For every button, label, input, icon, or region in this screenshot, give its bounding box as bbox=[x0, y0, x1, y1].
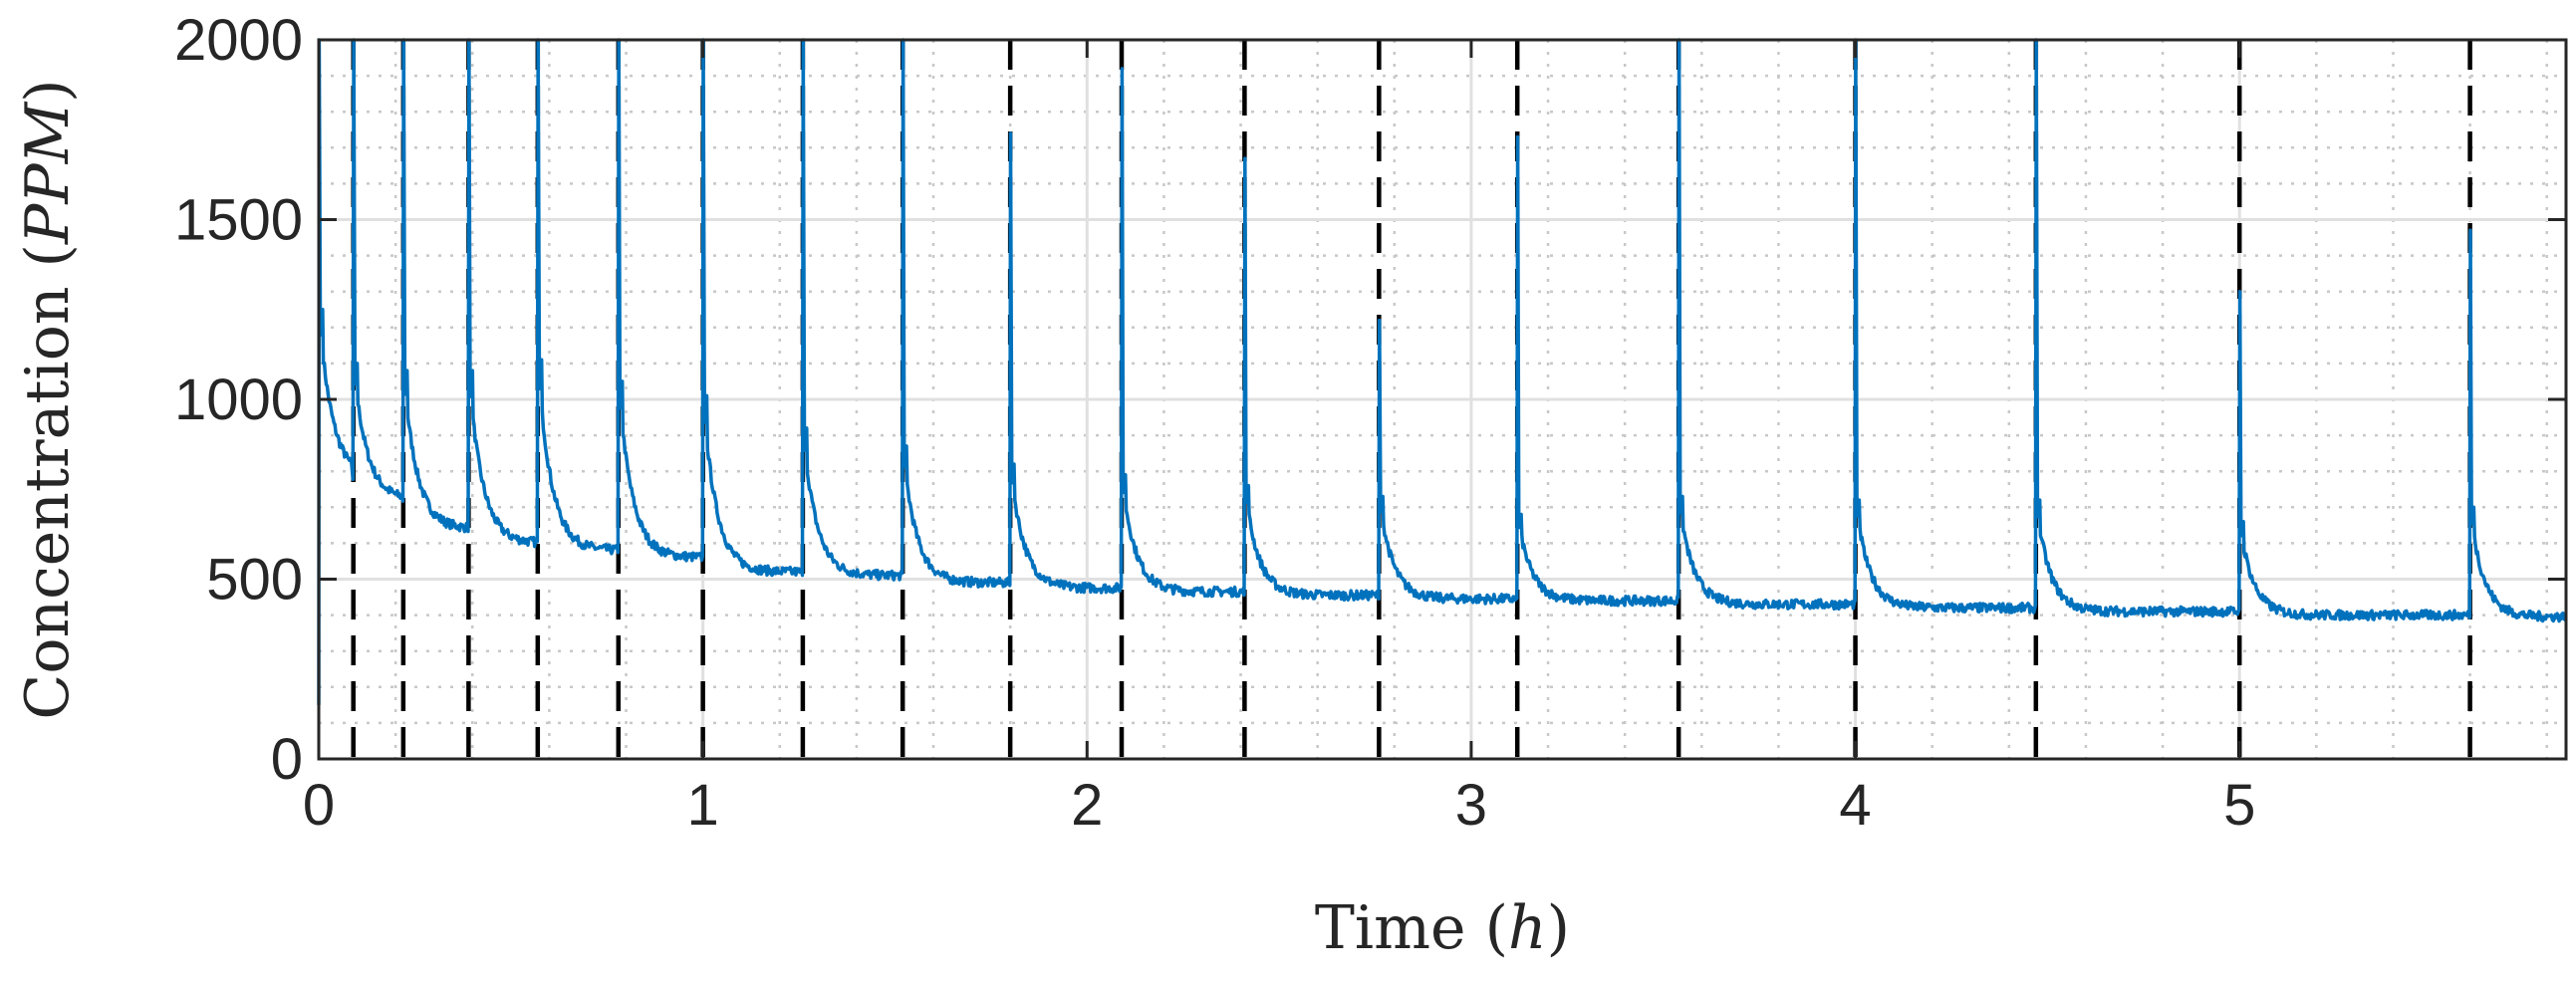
y-axis-title: Concentration (PPM) bbox=[13, 79, 83, 719]
grid bbox=[317, 38, 2566, 761]
x-tick-label: 3 bbox=[1455, 773, 1487, 838]
y-tick-label: 0 bbox=[271, 727, 303, 792]
y-tick-label: 1000 bbox=[174, 368, 303, 432]
x-tick-label: 1 bbox=[687, 773, 719, 838]
x-tick-label: 2 bbox=[1071, 773, 1103, 838]
series bbox=[317, 38, 2568, 705]
x-tick-label: 5 bbox=[2223, 773, 2255, 838]
concentration-line bbox=[317, 38, 2568, 705]
x-tick-label: 0 bbox=[303, 773, 335, 838]
y-tick-label: 500 bbox=[206, 548, 303, 613]
y-tick-label: 1500 bbox=[174, 188, 303, 253]
ticks: 0 1 2 3 4 5 0 500 1000 1500 2000 bbox=[174, 8, 2566, 838]
y-tick-label: 2000 bbox=[174, 8, 303, 73]
x-axis-title: Time (h) bbox=[1315, 893, 1570, 963]
x-tick-label: 4 bbox=[1839, 773, 1871, 838]
